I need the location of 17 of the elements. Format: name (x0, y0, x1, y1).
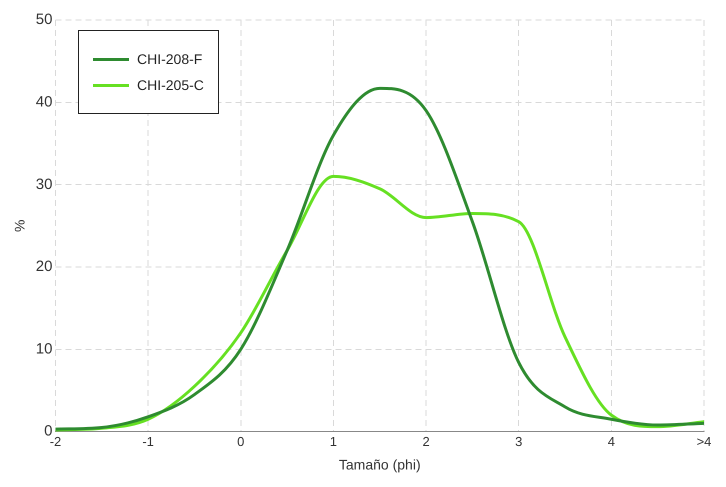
x-axis-title: Tamaño (phi) (338, 456, 421, 472)
legend-label: CHI-205-C (137, 77, 204, 93)
y-tick-label: 20 (36, 258, 52, 276)
x-tick-label: -1 (142, 434, 154, 449)
x-tick-label: -2 (50, 434, 62, 449)
x-tick-label: 3 (515, 434, 522, 449)
y-tick-label: 40 (36, 93, 52, 110)
x-tick-label: >4 (696, 434, 712, 449)
y-tick-label: 30 (36, 176, 52, 193)
legend-label: CHI-208-F (137, 51, 202, 67)
y-axis-title: % (11, 220, 28, 232)
x-tick-label: 2 (422, 434, 430, 449)
x-tick-label: 1 (330, 434, 338, 449)
y-tick-label: 10 (36, 340, 52, 358)
x-tick-label: 0 (237, 434, 244, 449)
x-tick-label: 4 (608, 434, 615, 449)
y-tick-label: 50 (36, 11, 52, 28)
